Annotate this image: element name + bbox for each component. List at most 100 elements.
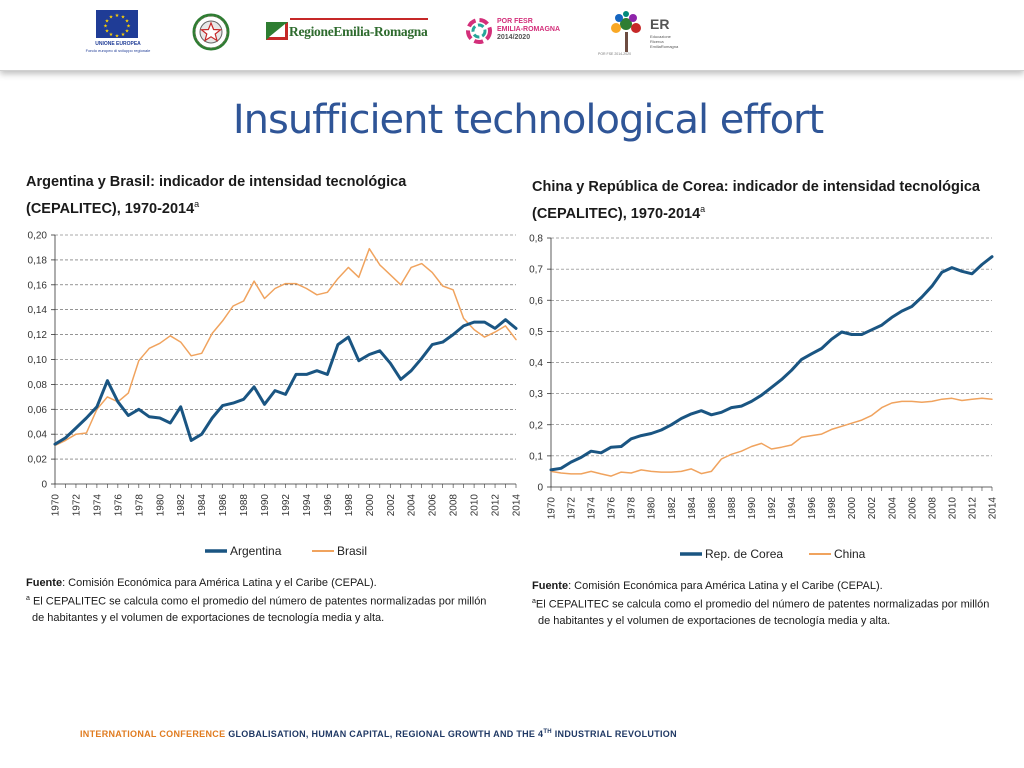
right-x-tick-label: 1970 <box>547 497 558 520</box>
right-chart-heading-line1: China y República de Corea: indicador de… <box>532 179 980 195</box>
left-x-tick-label: 1984 <box>197 494 208 517</box>
left-x-tick-label: 1974 <box>92 494 103 517</box>
right-note-line2: de habitantes y el volumen de exportacio… <box>538 614 891 627</box>
svg-text:★: ★ <box>115 34 120 39</box>
left-x-tick-label: 1992 <box>281 494 292 517</box>
por-fesr-line1: POR FESR <box>497 18 533 25</box>
right-x-tick-label: 2012 <box>967 497 978 520</box>
er-tree-icon <box>611 11 641 52</box>
right-x-tick-label: 1974 <box>587 497 598 520</box>
left-x-tick-label: 2000 <box>365 494 376 517</box>
por-fesr-logo: POR FESR EMILIA-ROMAGNA 2014/2020 <box>466 8 596 58</box>
right-x-tick-label: 1976 <box>607 497 618 520</box>
eu-logo: ★ ★ ★ ★ ★ ★ ★ ★ ★ ★ ★ ★ UNIONE EUROPEA Fondo euro… <box>78 8 158 58</box>
footer-conference-theme-end: INDUSTRIAL REVOLUTION <box>551 729 677 739</box>
svg-text:★: ★ <box>105 19 110 25</box>
eu-logo-line1: UNIONE EUROPEA <box>95 41 141 47</box>
right-chart-notes: Fuente: Comisión Económica para América … <box>532 578 1022 629</box>
right-note-sup: a <box>532 598 536 605</box>
right-y-tick-label: 0,4 <box>529 358 543 369</box>
svg-text:★: ★ <box>109 15 114 21</box>
slide-title: Insufficient technological effort <box>232 97 824 143</box>
left-note-source-label: Fuente <box>26 577 63 589</box>
left-y-tick-label: 0,14 <box>28 305 48 316</box>
right-chart-heading: China y República de Corea: indicador de… <box>532 176 1012 225</box>
por-fesr-circle-icon <box>466 18 492 44</box>
left-y-tick-label: 0,02 <box>28 455 48 466</box>
left-x-tick-label: 2010 <box>470 494 481 517</box>
svg-text:★: ★ <box>105 28 110 34</box>
left-y-tick-label: 0,12 <box>28 330 48 341</box>
left-legend-label-argentina: Argentina <box>230 544 282 558</box>
right-x-tick-label: 1972 <box>567 497 578 520</box>
right-x-tick-label: 2010 <box>947 497 958 520</box>
right-note-source-label: Fuente <box>532 580 569 592</box>
right-y-tick-label: 0,1 <box>529 451 543 462</box>
right-y-tick-label: 0,6 <box>529 296 543 307</box>
er-logo-line1: Educazione <box>650 34 671 39</box>
left-series-argentina <box>53 318 518 446</box>
left-note-source: : Comisión Económica para América Latina… <box>62 577 377 589</box>
right-x-tick-label: 2014 <box>988 497 999 520</box>
svg-text:★: ★ <box>125 19 130 25</box>
left-y-tick-label: 0,04 <box>28 430 48 441</box>
right-y-tick-label: 0 <box>537 483 543 494</box>
left-y-tick-label: 0 <box>41 480 47 491</box>
left-x-tick-label: 1970 <box>51 494 62 517</box>
left-chart-heading-sup: a <box>194 199 200 209</box>
right-x-tick-label: 1988 <box>727 497 738 520</box>
svg-text:★: ★ <box>126 24 131 30</box>
right-legend-label-china: China <box>834 547 866 561</box>
svg-text:★: ★ <box>121 15 126 21</box>
left-x-tick-label: 1988 <box>239 494 250 517</box>
left-chart-notes: Fuente: Comisión Económica para América … <box>26 575 526 626</box>
right-y-tick-label: 0,5 <box>529 327 543 338</box>
left-note-line1-wrap: a El CEPALITEC se calcula como el promed… <box>26 591 526 610</box>
svg-text:★: ★ <box>103 24 108 30</box>
left-x-tick-label: 1972 <box>71 494 82 517</box>
left-x-tick-label: 2004 <box>407 494 418 517</box>
right-x-tick-label: 1996 <box>807 497 818 520</box>
right-y-tick-label: 0,7 <box>529 265 543 276</box>
left-series-brasil <box>54 247 517 447</box>
right-x-tick-label: 2002 <box>867 497 878 520</box>
right-series-rep-de-corea <box>549 255 994 472</box>
er-logo: ER Educazione Ricerca EmiliaRomagna POR … <box>598 8 690 58</box>
left-y-tick-label: 0,16 <box>28 280 48 291</box>
footer-conference-theme: GLOBALISATION, HUMAN CAPITAL, REGIONAL G… <box>228 729 544 739</box>
right-y-tick-label: 0,3 <box>529 389 543 400</box>
right-note-line1-wrap: aEl CEPALITEC se calcula como el promedi… <box>532 594 1022 613</box>
left-x-tick-label: 2006 <box>428 494 439 517</box>
left-y-tick-label: 0,06 <box>28 405 48 416</box>
right-x-tick-label: 1986 <box>707 497 718 520</box>
left-x-tick-label: 2012 <box>491 494 502 517</box>
left-x-tick-label: 1978 <box>134 494 145 517</box>
left-chart-heading-line1: Argentina y Brasil: indicador de intensi… <box>26 174 407 190</box>
right-note-source-line: Fuente: Comisión Económica para América … <box>532 578 1022 594</box>
left-x-tick-label: 1982 <box>176 494 187 517</box>
eu-logo-line2: Fondo europeo di sviluppo regionale <box>85 48 151 53</box>
right-legend-label-rep-de-corea: Rep. de Corea <box>705 547 783 561</box>
left-chart-heading-line2-wrap: (CEPALITEC), 1970-2014a <box>26 193 506 220</box>
svg-text:★: ★ <box>109 32 114 38</box>
right-x-tick-label: 1978 <box>627 497 638 520</box>
left-x-tick-label: 2002 <box>386 494 397 517</box>
right-note-line1: El CEPALITEC se calcula como el promedio… <box>535 598 990 611</box>
left-x-tick-label: 2008 <box>449 494 460 517</box>
right-x-tick-label: 1998 <box>827 497 838 520</box>
regione-emilia-romagna-logo: RegioneEmilia-Romagna <box>266 8 431 58</box>
left-note-source-line: Fuente: Comisión Económica para América … <box>26 575 526 591</box>
footer-sup: TH <box>543 729 552 735</box>
left-x-tick-label: 1996 <box>323 494 334 517</box>
left-chart-group: 0 0,02 0,04 0,06 0,08 0,10 0,12 0,14 0,16 0,18 0,2… <box>28 231 523 559</box>
left-x-tick-label: 1998 <box>344 494 355 517</box>
eu-flag-icon: ★ ★★★ ★★★★ ★★★★ <box>96 10 138 38</box>
left-x-tick-label: 1980 <box>155 494 166 517</box>
right-x-tick-label: 2008 <box>927 497 938 520</box>
region-flag-icon <box>266 22 288 40</box>
left-y-tick-label: 0,08 <box>28 380 48 391</box>
right-x-tick-label: 1990 <box>747 497 758 520</box>
left-x-tick-label: 2014 <box>512 494 523 517</box>
right-chart-heading-line2: (CEPALITEC), 1970-2014 <box>532 205 701 222</box>
